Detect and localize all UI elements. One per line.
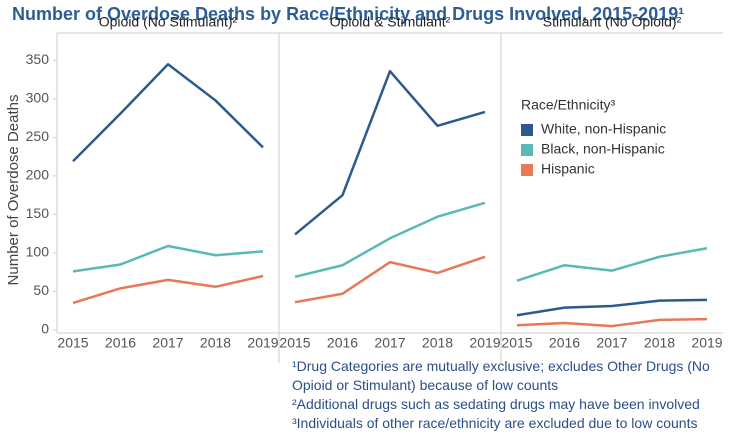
chart-title: Number of Overdose Deaths by Race/Ethnic… <box>12 4 684 24</box>
x-tick-label: 2018 <box>644 335 675 351</box>
y-tick-label: 100 <box>26 244 50 260</box>
x-tick-label: 2017 <box>152 335 183 351</box>
panel-title: Opioid (No Stimulant)² <box>99 14 238 30</box>
x-tick-label: 2015 <box>501 335 532 351</box>
x-tick-label: 2018 <box>200 335 231 351</box>
legend-label: Black, non-Hispanic <box>541 141 665 157</box>
footnotes: ¹Drug Categories are mutually exclusive;… <box>292 357 732 433</box>
legend-swatch <box>521 124 533 136</box>
y-tick-label: 200 <box>26 167 50 183</box>
series-line <box>72 274 264 305</box>
series-line <box>294 69 486 236</box>
y-tick-label: 50 <box>33 282 49 298</box>
y-tick-label: 350 <box>26 51 50 67</box>
x-tick-label: 2019 <box>247 335 278 351</box>
series-line <box>516 247 708 282</box>
x-tick-label: 2017 <box>596 335 627 351</box>
x-tick-label: 2016 <box>105 335 136 351</box>
legend-swatch <box>521 144 533 156</box>
series-line <box>294 255 486 304</box>
x-tick-label: 2015 <box>57 335 88 351</box>
y-axis-label: Number of Overdose Deaths <box>5 95 22 286</box>
footnote: ¹Drug Categories are mutually exclusive;… <box>292 358 710 393</box>
legend-label: Hispanic <box>541 161 595 177</box>
x-tick-label: 2015 <box>279 335 310 351</box>
y-tick-label: 150 <box>26 205 50 221</box>
legend-title: Race/Ethnicity³ <box>521 97 615 113</box>
legend-swatch <box>521 164 533 176</box>
x-tick-label: 2016 <box>327 335 358 351</box>
x-tick-label: 2017 <box>374 335 405 351</box>
legend-label: White, non-Hispanic <box>541 121 666 137</box>
y-tick-label: 300 <box>26 90 50 106</box>
series-line <box>72 244 264 273</box>
series-line <box>294 201 486 278</box>
panel-title: Stimulant (No Opioid)² <box>543 14 682 30</box>
y-tick-label: 250 <box>26 128 50 144</box>
y-tick-label: 0 <box>41 321 49 337</box>
series-line <box>516 298 708 317</box>
series-line <box>516 317 708 328</box>
x-tick-label: 2018 <box>422 335 453 351</box>
series-line <box>72 62 264 163</box>
footnote: ²Additional drugs such as sedating drugs… <box>292 396 700 412</box>
x-tick-label: 2016 <box>549 335 580 351</box>
footnote: ³Individuals of other race/ethnicity are… <box>292 415 698 431</box>
panel-title: Opioid & Stimulant² <box>330 14 451 30</box>
x-tick-label: 2019 <box>469 335 500 351</box>
x-tick-label: 2019 <box>691 335 722 351</box>
